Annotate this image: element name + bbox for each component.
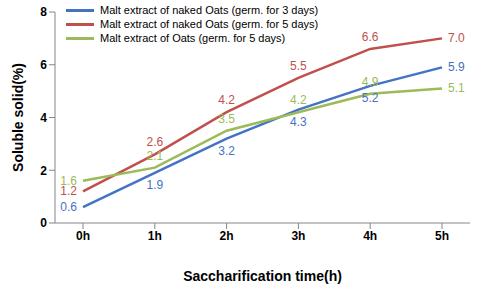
svg-text:1.2: 1.2 <box>60 184 77 199</box>
svg-text:1h: 1h <box>148 229 162 243</box>
svg-text:2: 2 <box>40 164 47 178</box>
svg-text:Saccharification time(h): Saccharification time(h) <box>183 268 342 284</box>
html-text:Malt extract of naked Oats (ge: Malt extract of naked Oats (germ. for 5 … <box>100 18 319 30</box>
svg-text:2.6: 2.6 <box>146 135 163 149</box>
html-text:Malt extract of Oats (germ. fo: Malt extract of Oats (germ. for 5 days) <box>100 32 286 44</box>
svg-text:4.2: 4.2 <box>218 93 235 107</box>
svg-text:5.5: 5.5 <box>290 59 307 73</box>
svg-text:0: 0 <box>40 216 47 230</box>
svg-text:Soluble solid(%): Soluble solid(%) <box>10 63 26 172</box>
svg-text:4h: 4h <box>363 229 377 243</box>
svg-text:4: 4 <box>40 111 47 125</box>
svg-text:5.2: 5.2 <box>362 91 379 105</box>
svg-text:2h: 2h <box>220 229 234 243</box>
svg-text:1.6: 1.6 <box>60 174 77 188</box>
svg-text:5h: 5h <box>435 229 449 243</box>
svg-text:5.1: 5.1 <box>448 81 465 95</box>
svg-text:3.5: 3.5 <box>218 112 235 126</box>
svg-text:8: 8 <box>40 5 47 19</box>
svg-text:1.9: 1.9 <box>146 178 163 192</box>
svg-text:0h: 0h <box>76 229 90 243</box>
svg-text:6: 6 <box>40 58 47 72</box>
svg-text:6.6: 6.6 <box>362 30 379 44</box>
svg-text:3h: 3h <box>291 229 305 243</box>
svg-text:0.6: 0.6 <box>60 200 77 214</box>
svg-text:2.1: 2.1 <box>146 149 163 163</box>
svg-text:4.2: 4.2 <box>290 93 307 107</box>
svg-text:4.3: 4.3 <box>290 115 307 129</box>
svg-text:5.9: 5.9 <box>448 60 465 74</box>
svg-text:4.9: 4.9 <box>362 75 379 89</box>
svg-text:7.0: 7.0 <box>448 31 465 45</box>
html-text:Malt extract of naked Oats (ge: Malt extract of naked Oats (germ. for 3 … <box>100 4 319 16</box>
svg-text:3.2: 3.2 <box>218 144 235 158</box>
